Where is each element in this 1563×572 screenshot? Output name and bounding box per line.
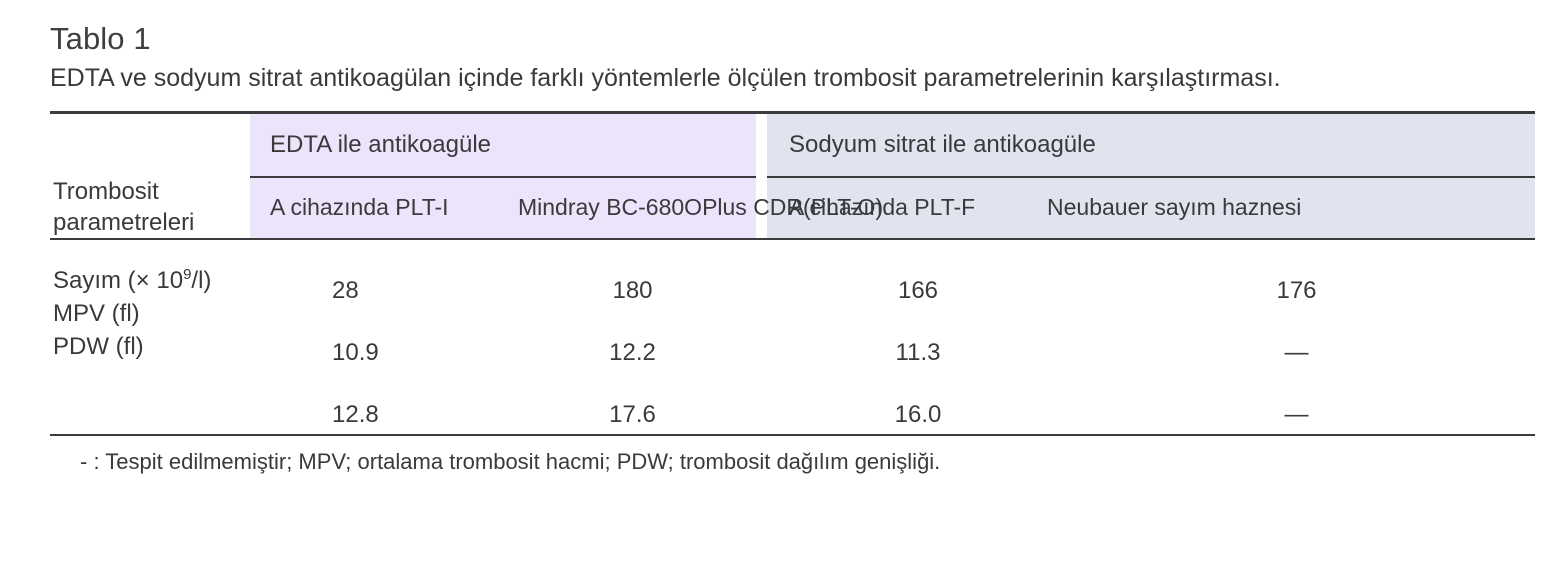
cell-pdw-neubauer: — xyxy=(1284,401,1309,428)
table-row: 10.9 12.2 11.3 — xyxy=(250,322,1535,384)
cell-mpv-plt-i: 10.9 xyxy=(332,339,379,366)
column-headers-edta: A cihazında PLT-I Mindray BC-680OPlus CD… xyxy=(250,176,883,238)
cell-pdw-plt-f: 16.0 xyxy=(894,401,942,428)
row-label-sayim: Sayım (× 109/l) xyxy=(53,264,253,297)
header-group-row: EDTA ile antikoagüle Sodyum sitrat ile a… xyxy=(50,114,1535,176)
table-header: EDTA ile antikoagüle Sodyum sitrat ile a… xyxy=(50,114,1535,238)
cell-sayim-plt-i: 28 xyxy=(332,277,359,304)
column-header-plt-f: A cihazında PLT-F xyxy=(789,194,976,220)
column-header-plt-i: A cihazında PLT-I xyxy=(270,194,449,220)
group-header-edta: EDTA ile antikoagüle xyxy=(250,114,756,176)
cell-sayim-neubauer: 176 xyxy=(1276,277,1317,304)
column-headers-citrate: A cihazında PLT-F Neubauer sayım haznesi xyxy=(767,176,1535,238)
group-label-edta: EDTA ile antikoagüle xyxy=(270,131,492,158)
table-footnote: - : Tespit edilmemiştir; MPV; ortalama t… xyxy=(80,449,941,474)
data-table: EDTA ile antikoagüle Sodyum sitrat ile a… xyxy=(50,111,1535,436)
row-label-sayim-prefix: Sayım (× 10 xyxy=(53,267,184,294)
band-gap xyxy=(756,114,767,176)
row-label-mpv: MPV (fl) xyxy=(53,300,140,327)
table-caption: EDTA ve sodyum sitrat antikoagülan içind… xyxy=(50,64,1281,92)
group-header-citrate: Sodyum sitrat ile antikoagüle xyxy=(767,114,1535,176)
cell-pdw-plt-o: 17.6 xyxy=(609,401,656,428)
header-sub-rules xyxy=(50,176,1535,178)
row-label-sayim-suffix: /l) xyxy=(191,267,212,294)
group-label-citrate: Sodyum sitrat ile antikoagüle xyxy=(789,131,1096,158)
table-top-rule xyxy=(50,111,1535,114)
header-column-row: Trombosit parametreleri A cihazında PLT-… xyxy=(50,176,1535,238)
stub-header-label-cell: Trombosit parametreleri xyxy=(50,176,250,238)
cell-mpv-neubauer: — xyxy=(1284,339,1309,366)
table-bottom-rule xyxy=(50,434,1535,436)
row-label-pdw: PDW (fl) xyxy=(53,333,144,360)
table-row: 12.8 17.6 16.0 — xyxy=(250,384,1535,446)
table-label: Tablo 1 xyxy=(50,21,151,56)
stub-header-cell xyxy=(50,114,250,176)
table-row: 28 180 166 176 xyxy=(250,260,1535,322)
citrate-group-rule xyxy=(767,176,1535,178)
header-bottom-rule xyxy=(50,238,1535,240)
stub-header-label: Trombosit parametreleri xyxy=(53,178,195,236)
cell-sayim-plt-f: 166 xyxy=(897,277,939,304)
cell-sayim-plt-o: 180 xyxy=(612,277,653,304)
cell-mpv-plt-o: 12.2 xyxy=(609,339,656,366)
cell-pdw-plt-i: 12.8 xyxy=(332,401,379,428)
row-label-stack: Sayım (× 109/l) MPV (fl) PDW (fl) xyxy=(53,264,253,363)
cell-mpv-plt-f: 11.3 xyxy=(895,339,941,366)
table-body: Sayım (× 109/l) MPV (fl) PDW (fl) 28 180… xyxy=(50,240,1535,434)
edta-group-rule xyxy=(250,176,756,178)
value-rows: 28 180 166 176 10.9 12.2 11.3 — 12.8 17.… xyxy=(250,240,1535,446)
column-header-neubauer: Neubauer sayım haznesi xyxy=(1047,194,1302,220)
row-label-sayim-exponent: 9 xyxy=(183,266,192,283)
